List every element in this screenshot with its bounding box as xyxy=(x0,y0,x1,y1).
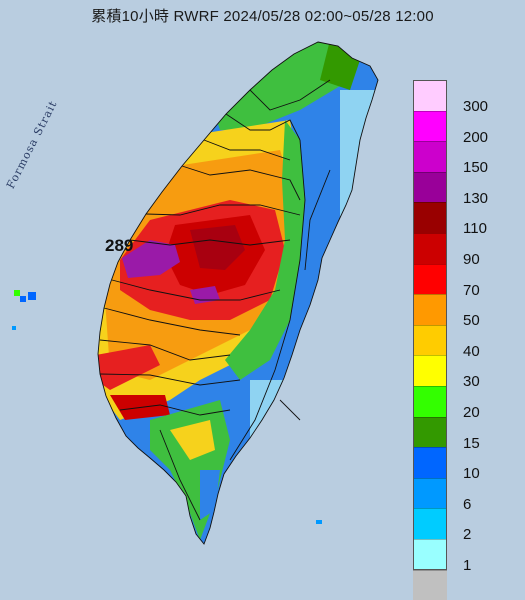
legend-swatch xyxy=(413,294,447,325)
legend-item: 40 xyxy=(413,324,503,360)
legend-label: 20 xyxy=(463,403,480,421)
legend-item: 20 xyxy=(413,385,503,421)
legend-swatch xyxy=(413,416,447,448)
legend-item: 150 xyxy=(413,141,503,176)
color-legend: 300 200 150 130 110 90 70 50 40 30 20 15 10 6 2 1 xyxy=(413,80,503,600)
legend-swatch xyxy=(413,263,447,295)
legend-label: 150 xyxy=(463,159,489,177)
legend-swatch xyxy=(413,508,447,539)
legend-label: 200 xyxy=(463,128,489,146)
legend-item: 10 xyxy=(413,447,503,482)
legend-swatch xyxy=(413,385,447,417)
legend-swatch xyxy=(413,171,447,203)
legend-swatch xyxy=(413,141,447,172)
legend-item xyxy=(413,569,503,600)
legend-item: 90 xyxy=(413,232,503,268)
legend-label: 70 xyxy=(463,281,480,299)
legend-swatch xyxy=(413,477,447,509)
map-title: 累積10小時 RWRF 2024/05/28 02:00~05/28 12:00 xyxy=(91,8,434,25)
legend-item: 110 xyxy=(413,202,503,237)
legend-swatch xyxy=(413,232,447,264)
legend-swatch xyxy=(413,202,447,233)
max-value-label: 289 xyxy=(105,236,134,255)
rainfall-fields xyxy=(98,42,378,540)
legend-item: 30 xyxy=(413,355,503,390)
legend-label: 130 xyxy=(463,189,489,207)
county-boundaries xyxy=(97,41,379,545)
legend-item: 15 xyxy=(413,416,503,452)
legend-swatch xyxy=(413,538,447,570)
legend-swatch xyxy=(413,80,447,111)
legend-item: 2 xyxy=(413,508,503,543)
legend-item: 200 xyxy=(413,110,503,146)
legend-swatch xyxy=(413,110,447,142)
legend-label: 300 xyxy=(463,98,489,115)
legend-item: 130 xyxy=(413,171,503,207)
legend-label: 50 xyxy=(463,312,480,330)
legend-item: 1 xyxy=(413,538,503,574)
legend-item: 300 xyxy=(413,80,503,115)
legend-label: 110 xyxy=(463,220,487,238)
legend-swatch xyxy=(413,355,447,386)
offshore-echo xyxy=(12,290,322,524)
legend-label: 15 xyxy=(463,434,480,452)
legend-label: 30 xyxy=(463,373,480,391)
legend-label: 6 xyxy=(463,495,472,513)
legend-item: 6 xyxy=(413,477,503,513)
legend-item: 70 xyxy=(413,263,503,299)
legend-swatch xyxy=(413,569,447,600)
legend-swatch xyxy=(413,324,447,356)
legend-label: 1 xyxy=(463,556,472,574)
legend-swatch xyxy=(413,447,447,478)
legend-label: 10 xyxy=(463,465,480,483)
legend-item: 50 xyxy=(413,294,503,329)
legend-label: 40 xyxy=(463,342,480,360)
legend-label: 2 xyxy=(463,526,472,544)
legend-label: 90 xyxy=(463,250,480,268)
